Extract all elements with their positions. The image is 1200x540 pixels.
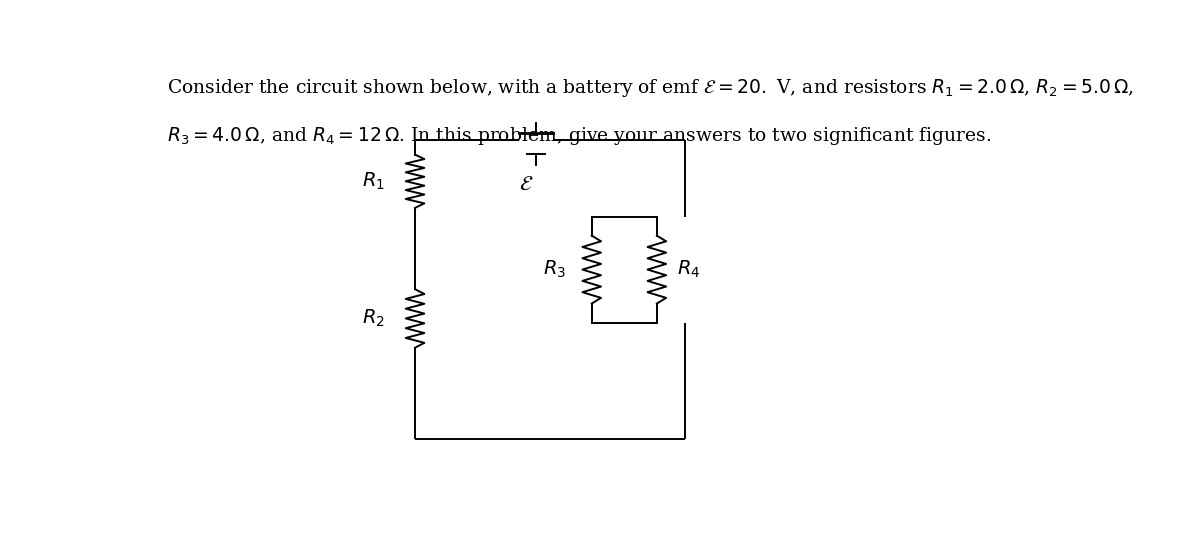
Text: Consider the circuit shown below, with a battery of emf $\mathcal{E} = 20.$ V, a: Consider the circuit shown below, with a… <box>167 77 1134 99</box>
Text: $R_1$: $R_1$ <box>362 171 385 192</box>
Text: $R_3 = 4.0\,\Omega$, and $R_4 = 12\,\Omega$. In this problem, give your answers : $R_3 = 4.0\,\Omega$, and $R_4 = 12\,\Ome… <box>167 125 991 147</box>
Text: $R_4$: $R_4$ <box>677 259 701 280</box>
Text: $\mathcal{E}$: $\mathcal{E}$ <box>520 175 534 194</box>
Text: $R_2$: $R_2$ <box>362 308 385 329</box>
Text: $R_3$: $R_3$ <box>542 259 565 280</box>
